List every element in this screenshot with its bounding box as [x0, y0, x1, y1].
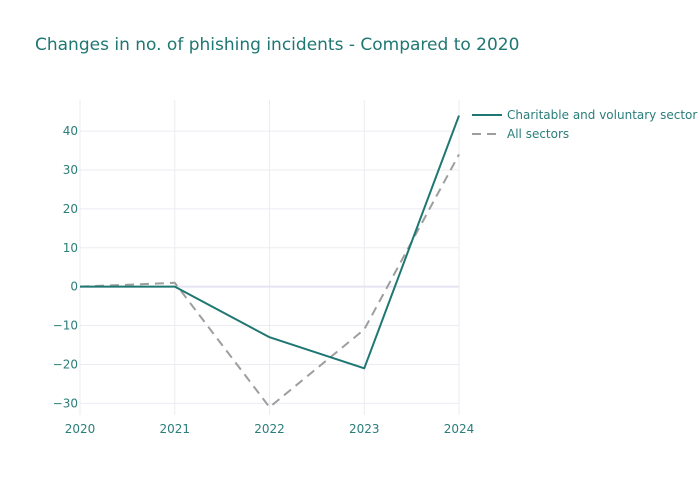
y-axis-ticks: 40 30 20 10 0 −10 −20 −30 [53, 124, 78, 410]
legend-item[interactable]: All sectors [472, 127, 569, 141]
x-tick-label: 2020 [65, 422, 96, 436]
y-tick-label: 10 [63, 241, 78, 255]
y-tick-label: −30 [53, 396, 78, 410]
legend[interactable]: Charitable and voluntary sector All secto… [472, 108, 697, 141]
series-line-0 [80, 115, 460, 370]
legend-item[interactable]: Charitable and voluntary sector [472, 108, 697, 122]
series-line-1 [79, 153, 460, 409]
y-tick-label: 0 [70, 280, 78, 294]
y-tick-label: 30 [63, 163, 78, 177]
x-tick-label: 2021 [159, 422, 190, 436]
x-tick-label: 2023 [349, 422, 380, 436]
legend-label: All sectors [507, 127, 569, 141]
chart-title: Changes in no. of phishing incidents - C… [35, 35, 519, 55]
series-lines [79, 115, 460, 409]
y-tick-label: 40 [63, 124, 78, 138]
y-tick-label: 20 [63, 202, 78, 216]
y-tick-label: −10 [53, 319, 78, 333]
legend-label: Charitable and voluntary sector [507, 108, 697, 122]
x-tick-label: 2022 [254, 422, 285, 436]
x-axis-ticks: 2020 2021 2022 2023 2024 [65, 422, 475, 436]
x-tick-label: 2024 [444, 422, 475, 436]
y-tick-label: −20 [53, 357, 78, 371]
